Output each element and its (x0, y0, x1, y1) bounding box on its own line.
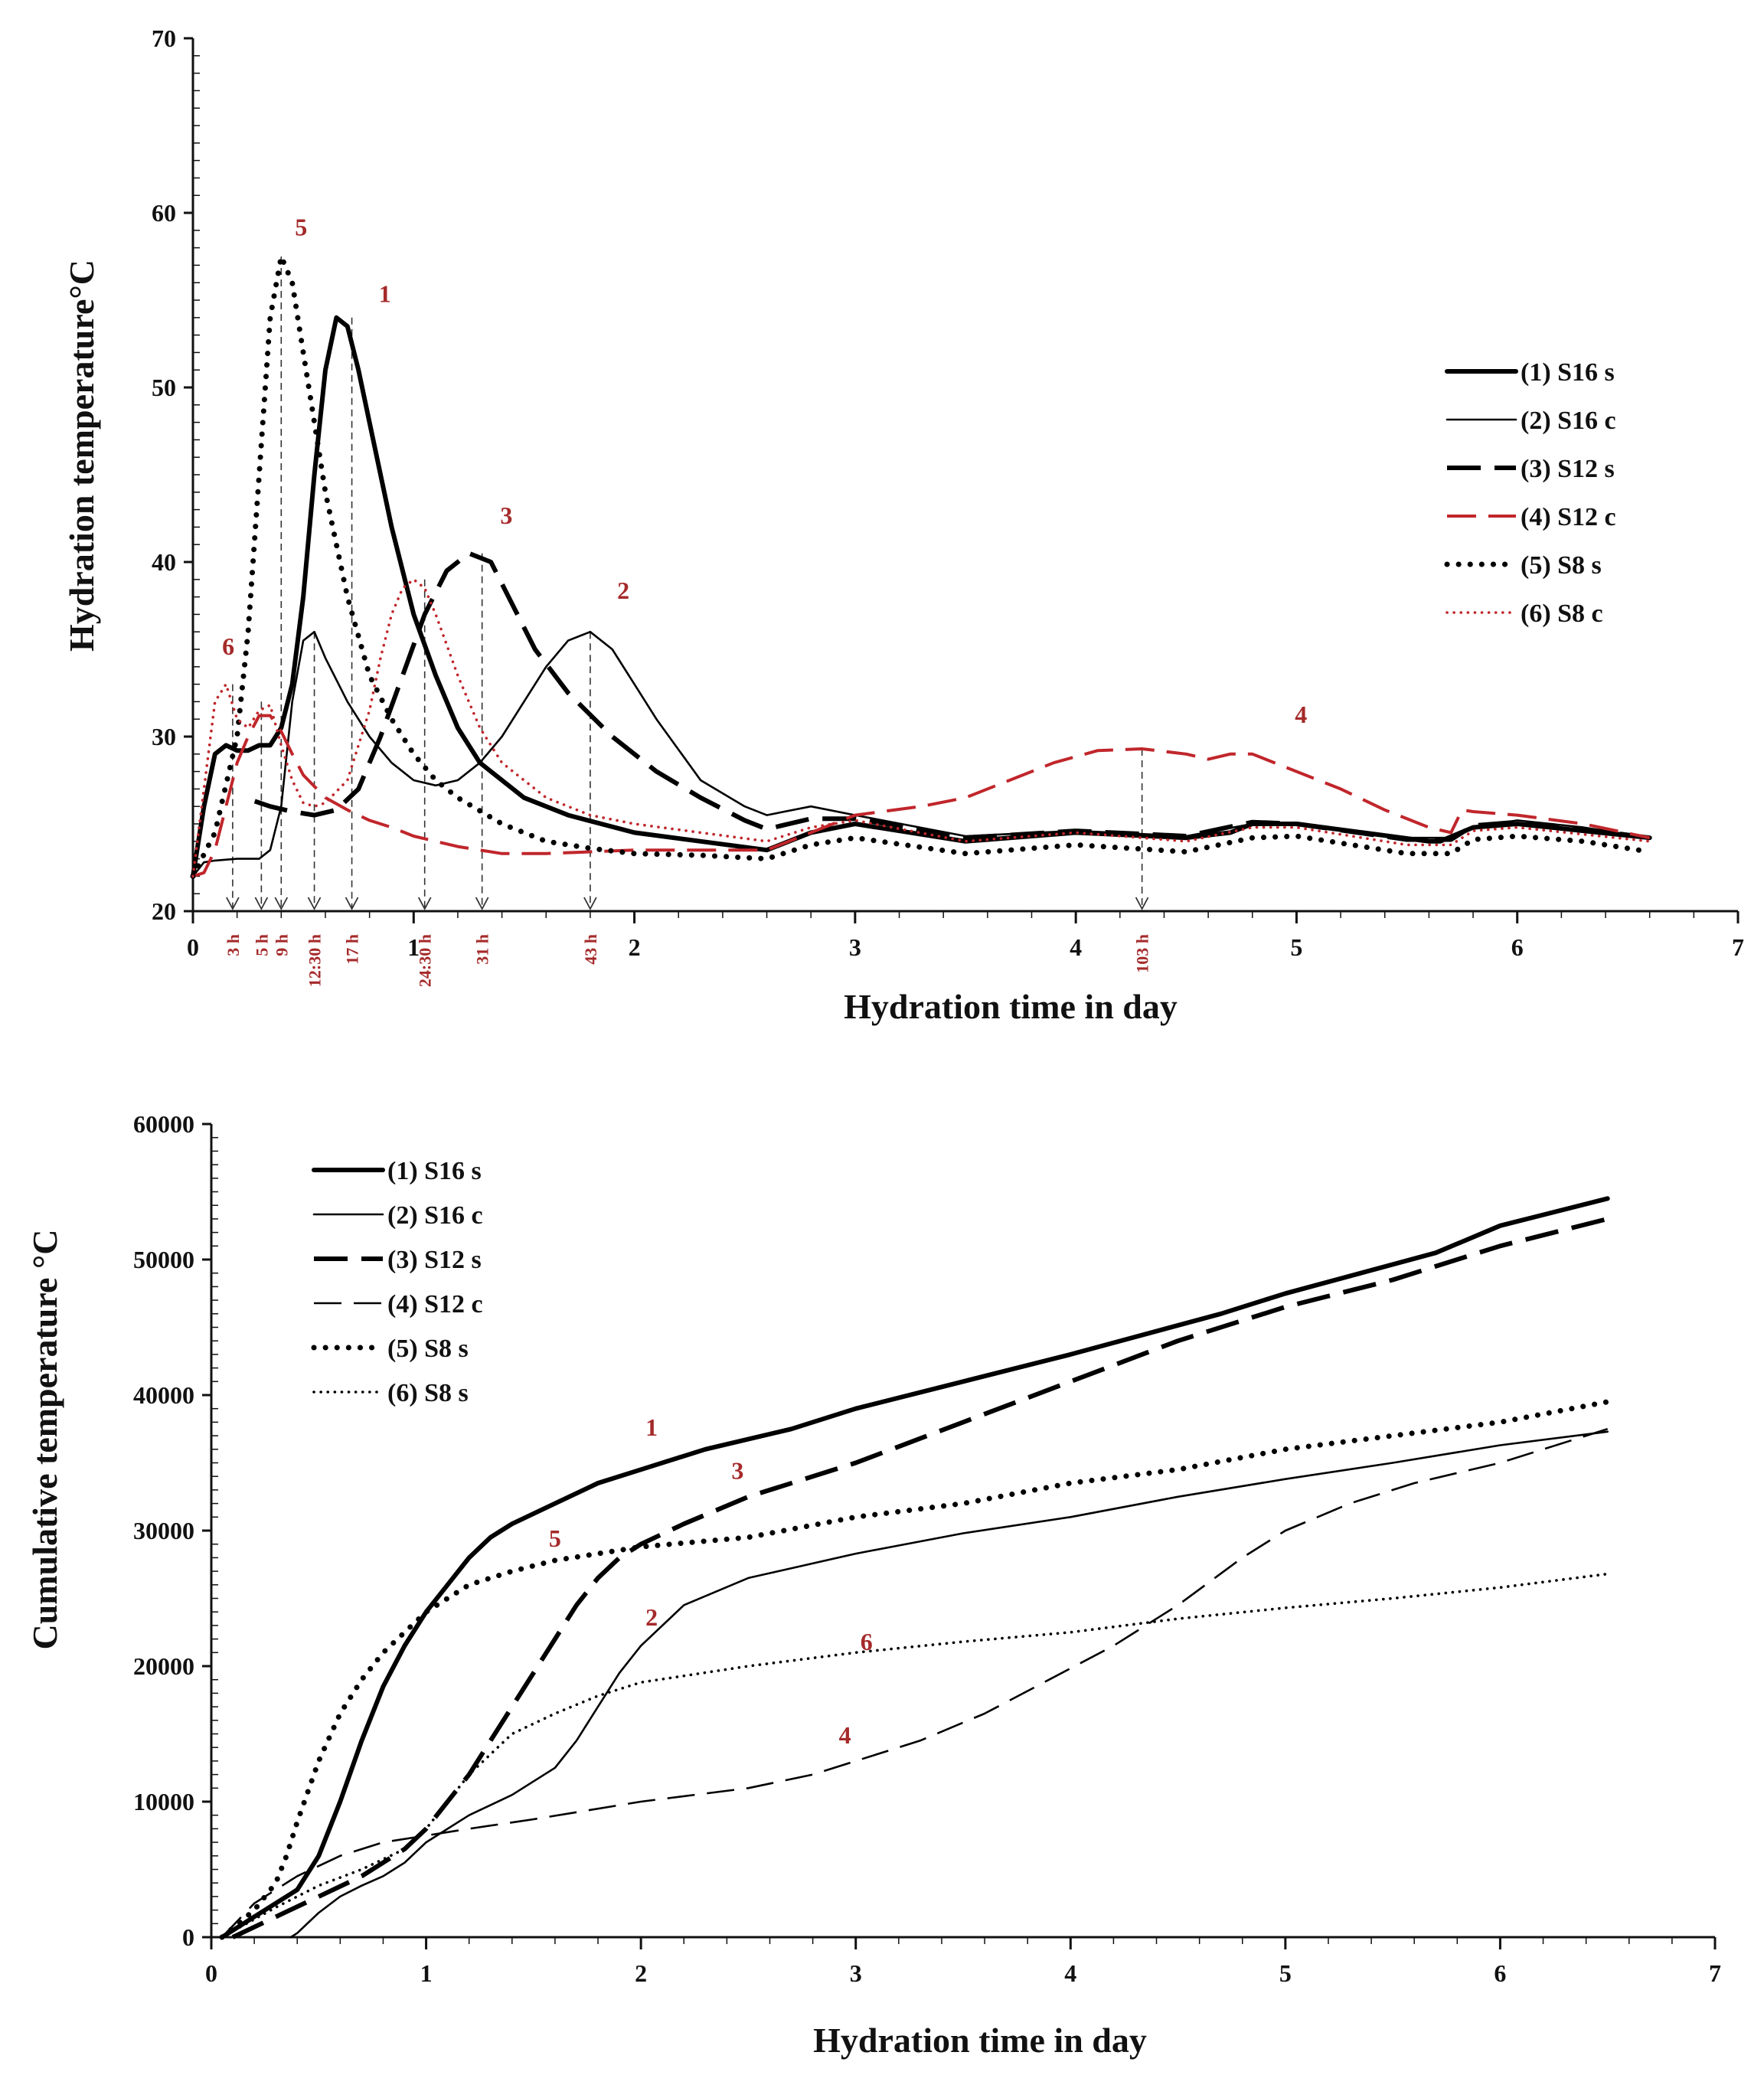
y-tick-label: 10000 (133, 1788, 194, 1815)
time-marker-arrow (475, 897, 489, 910)
time-marker-arrow (307, 897, 322, 910)
time-marker-arrow (254, 897, 269, 910)
temperature-y-axis-title: Hydration temperature°C (62, 260, 101, 652)
y-tick-label: 70 (152, 25, 176, 52)
x-tick-label: 5 (1290, 933, 1302, 961)
curve-label-3: 3 (500, 502, 512, 529)
legend-label-1: (1) S16 s (1521, 358, 1615, 387)
temperature-legend: (1) S16 s (2) S16 c (3) S12 s (4) S12 c (5) … (1444, 358, 1616, 628)
cumulative-axes: 0 10000 20000 30000 40000 50000 60000 0 1 2 3 4 5 6 7 (133, 1110, 1721, 1987)
x-tick-label: 5 (1279, 1959, 1292, 1987)
x-tick-label: 6 (1494, 1959, 1506, 1987)
x-tick-label: 1 (420, 1959, 433, 1987)
y-tick-label: 60 (152, 199, 176, 227)
temperature-x-axis-title: Hydration time in day (844, 987, 1178, 1026)
legend-label-1: (1) S16 s (387, 1157, 482, 1185)
curve-label-5: 5 (549, 1524, 561, 1552)
time-marker-label: 5 h (252, 934, 271, 956)
series-line-5 (190, 253, 1653, 879)
y-tick-label: 50 (152, 374, 176, 401)
cumulative-legend: (1) S16 s (2) S16 c (3) S12 s (4) S12 c (5) … (311, 1157, 483, 1407)
x-tick-label: 3 (850, 1959, 862, 1987)
curve-label-1: 1 (379, 279, 391, 307)
curve-label-6: 6 (861, 1628, 873, 1655)
time-marker-arrow (1135, 897, 1149, 910)
time-marker-label: 12:30 h (305, 934, 325, 987)
x-tick-label: 2 (635, 1959, 647, 1987)
time-marker-arrow (274, 897, 289, 910)
time-marker-label: 31 h (473, 934, 492, 965)
y-tick-label: 0 (182, 1923, 194, 1951)
cumulative-curve-labels: 1 2 3 4 5 6 (549, 1413, 873, 1749)
x-tick-label: 4 (1070, 933, 1082, 961)
temperature-peak-labels: 1 2 3 4 5 6 (222, 214, 1307, 728)
curve-label-4: 4 (1295, 701, 1307, 728)
curve-label-2: 2 (617, 577, 629, 604)
y-tick-label: 30 (152, 723, 176, 750)
curve-label-6: 6 (222, 632, 234, 660)
x-tick-label: 6 (1511, 933, 1524, 961)
time-marker-label: 9 h (272, 934, 291, 956)
x-tick-label: 3 (849, 933, 861, 961)
time-marker-arrow (345, 897, 359, 910)
time-marker-label: 17 h (343, 934, 362, 965)
time-marker-label: 103 h (1133, 934, 1152, 973)
x-tick-label: 0 (205, 1959, 217, 1987)
cumulative-y-axis-title: Cumulative temperature °C (25, 1230, 64, 1650)
y-tick-label: 20 (152, 897, 176, 925)
cumulative-x-axis-title: Hydration time in day (813, 2021, 1147, 2060)
legend-label-2: (2) S16 c (387, 1201, 483, 1230)
legend-label-3: (3) S12 s (387, 1246, 482, 1274)
cumulative-series (219, 1196, 1611, 1940)
series-line-4 (192, 714, 1651, 878)
legend-label-4: (4) S12 c (387, 1290, 483, 1319)
x-tick-label: 7 (1732, 933, 1744, 961)
temperature-axes: 20 30 40 50 60 70 0 1 2 3 4 5 6 7 (152, 25, 1744, 961)
series-line-5 (219, 1399, 1611, 1940)
series-line-1 (191, 315, 1652, 879)
y-tick-label: 20000 (133, 1652, 194, 1680)
time-marker-arrow (417, 897, 432, 910)
legend-label-4: (4) S12 c (1521, 503, 1616, 531)
y-tick-label: 60000 (133, 1110, 194, 1138)
curve-label-5: 5 (295, 214, 307, 241)
legend-label-2: (2) S16 c (1521, 407, 1616, 435)
series-line-4 (221, 1428, 1609, 1938)
time-marker-arrow (226, 897, 240, 910)
x-tick-label: 2 (629, 933, 641, 961)
legend-label-5: (5) S8 s (1521, 551, 1602, 580)
y-tick-label: 40000 (133, 1381, 194, 1409)
temperature-series (190, 253, 1653, 879)
y-tick-label: 40 (152, 548, 176, 576)
series-line-6 (220, 1572, 1609, 1939)
time-marker-label: 24:30 h (416, 934, 435, 987)
curve-label-1: 1 (645, 1413, 658, 1441)
time-marker-arrow (583, 897, 597, 910)
x-tick-label: 0 (187, 933, 199, 961)
series-line-3 (231, 1216, 1609, 1939)
series-line-3 (253, 551, 1651, 842)
x-tick-label: 7 (1709, 1959, 1721, 1987)
legend-label-3: (3) S12 s (1521, 455, 1615, 483)
series-line-6 (191, 577, 1651, 878)
x-tick-label: 1 (407, 933, 420, 961)
legend-label-5: (5) S8 s (387, 1335, 469, 1363)
series-line-2 (289, 1430, 1609, 1939)
time-marker-label: 43 h (581, 934, 600, 965)
x-tick-label: 4 (1064, 1959, 1076, 1987)
curve-label-3: 3 (731, 1457, 743, 1485)
legend-label-6: (6) S8 c (1521, 600, 1603, 628)
y-tick-label: 50000 (133, 1246, 194, 1273)
curve-label-4: 4 (839, 1721, 851, 1749)
y-tick-label: 30000 (133, 1517, 194, 1544)
time-marker-label: 3 h (224, 934, 243, 956)
legend-label-6: (6) S8 s (387, 1379, 469, 1407)
curve-label-2: 2 (645, 1603, 658, 1631)
series-line-1 (220, 1196, 1610, 1939)
